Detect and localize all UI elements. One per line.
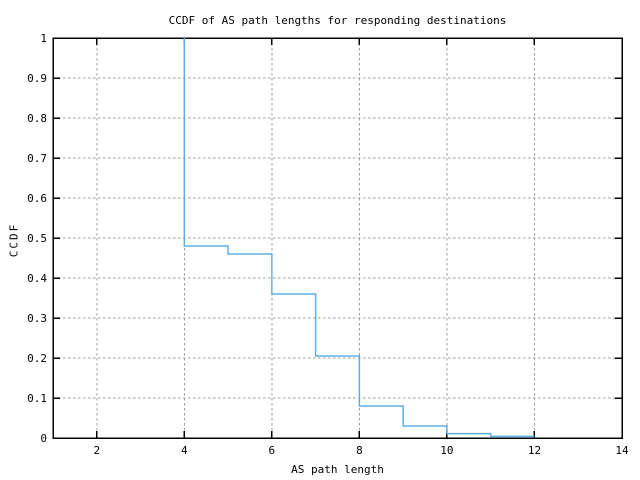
x-tick-label: 12	[528, 444, 541, 457]
y-tick-label: 0.9	[27, 72, 47, 85]
y-tick-label: 0.3	[27, 312, 47, 325]
x-tick-label: 10	[440, 444, 453, 457]
x-tick-label: 6	[269, 444, 276, 457]
y-tick-label: 0.4	[27, 272, 47, 285]
y-tick-label: 0.7	[27, 152, 47, 165]
y-tick-label: 0	[40, 432, 47, 445]
chart-title: CCDF of AS path lengths for responding d…	[168, 14, 507, 27]
x-tick-label: 8	[356, 444, 363, 457]
y-tick-label: 0.8	[27, 112, 47, 125]
x-tick-label: 4	[181, 444, 188, 457]
y-tick-label: 1	[40, 32, 47, 45]
y-tick-label: 0.1	[27, 392, 47, 405]
x-axis-label: AS path length	[291, 463, 384, 476]
y-tick-label: 0.5	[27, 232, 47, 245]
y-tick-label: 0.2	[27, 352, 47, 365]
y-tick-label: 0.6	[27, 192, 47, 205]
ccdf-step-line	[183, 38, 535, 438]
y-axis-label: CCDF	[7, 222, 21, 258]
x-tick-label: 14	[615, 444, 629, 457]
x-tick-label: 2	[93, 444, 100, 457]
